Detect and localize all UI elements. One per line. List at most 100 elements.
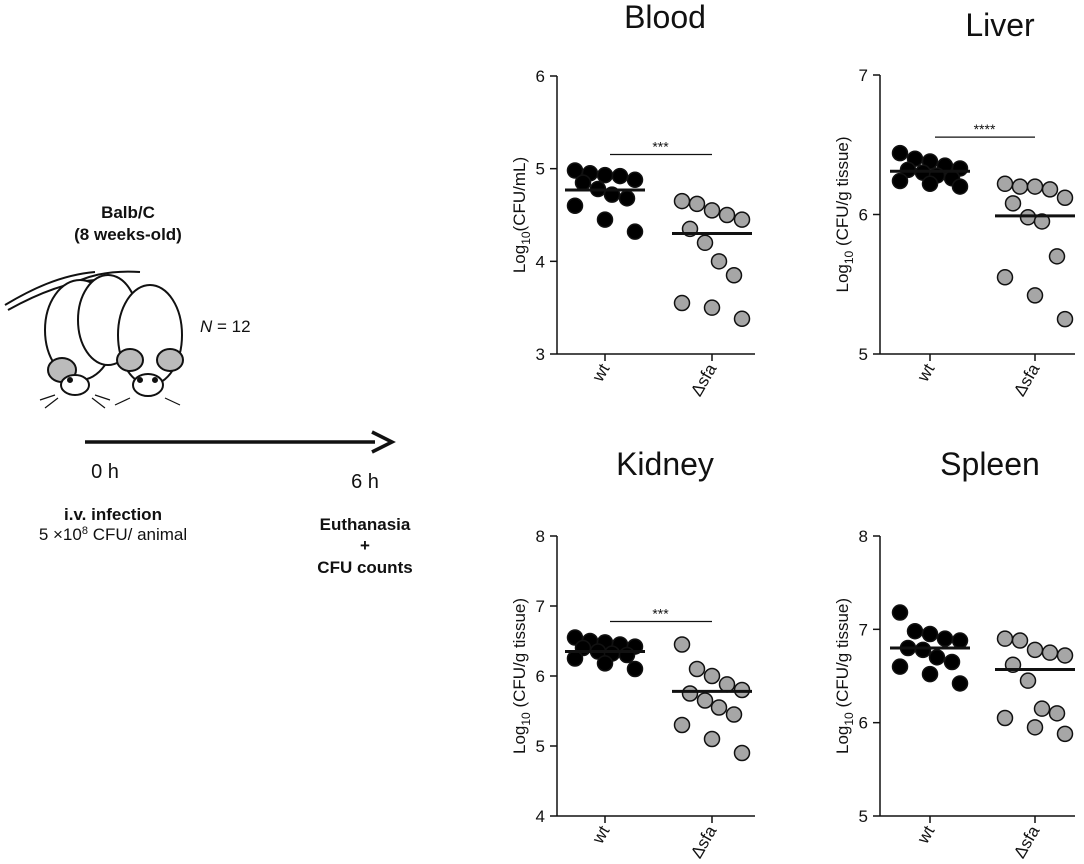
data-point bbox=[703, 299, 721, 316]
chart-panel: Kidney 4 5 6 7 8 Log10 (CFU/g tissue) wt Δsfa *** bbox=[510, 446, 755, 861]
y-label-part: (CFU/g tissue) bbox=[833, 136, 852, 250]
y-tick-label: 6 bbox=[859, 714, 868, 733]
y-label-part: Log bbox=[510, 245, 529, 273]
data-point bbox=[1048, 248, 1066, 265]
mice bbox=[4, 270, 184, 409]
x-tick-label: wt bbox=[588, 360, 614, 385]
data-point bbox=[696, 692, 714, 709]
y-label-part: 10 bbox=[519, 231, 533, 245]
data-point bbox=[1048, 705, 1066, 722]
dose-exponent: 8 bbox=[82, 525, 88, 537]
data-point bbox=[688, 195, 706, 213]
y-tick-label: 5 bbox=[536, 160, 545, 179]
y-label-part: (CFU/g tissue) bbox=[833, 598, 852, 712]
end-step: Euthanasia bbox=[320, 515, 411, 534]
data-point bbox=[566, 197, 584, 214]
significance-label: *** bbox=[652, 139, 669, 155]
y-axis-label: Log10 (CFU/g tissue) bbox=[833, 598, 856, 754]
x-tick-label: wt bbox=[588, 822, 614, 847]
y-axis-label: Log10 (CFU/g tissue) bbox=[510, 598, 533, 754]
data-point bbox=[906, 622, 924, 640]
data-point bbox=[1011, 178, 1029, 195]
data-point bbox=[1019, 672, 1037, 689]
data-point bbox=[596, 166, 614, 184]
data-point bbox=[1056, 189, 1074, 207]
data-point bbox=[891, 658, 909, 675]
data-point bbox=[1026, 178, 1044, 195]
x-tick-label: wt bbox=[913, 360, 939, 385]
y-label-part: (CFU/mL) bbox=[510, 157, 529, 232]
data-point bbox=[891, 144, 909, 162]
data-point bbox=[673, 192, 691, 210]
data-point bbox=[996, 175, 1014, 193]
data-point bbox=[1004, 195, 1022, 212]
y-label-part: (CFU/g tissue) bbox=[510, 598, 529, 712]
data-point bbox=[725, 706, 743, 723]
end-step: CFU counts bbox=[317, 558, 412, 577]
data-point bbox=[673, 636, 691, 653]
chart-title: Spleen bbox=[940, 446, 1040, 482]
data-point bbox=[696, 234, 714, 252]
y-label-part: Log bbox=[833, 726, 852, 754]
dose: 5 ×108 CFU/ animal bbox=[39, 525, 187, 544]
dose-unit: CFU/ animal bbox=[88, 525, 187, 544]
data-point bbox=[1026, 641, 1044, 659]
data-point bbox=[943, 653, 961, 671]
y-axis-label: Log10 (CFU/g tissue) bbox=[833, 136, 856, 292]
chart-panel: Spleen 5 6 7 8 Log10 (CFU/g tissue) wt Δsfa bbox=[833, 446, 1075, 861]
age: (8 weeks-old) bbox=[74, 225, 182, 244]
data-point bbox=[673, 716, 691, 734]
y-axis-label: Log10(CFU/mL) bbox=[510, 157, 533, 273]
data-point bbox=[951, 632, 969, 649]
schematic: Balb/C (8 weeks-old) N = 12 0 h 6 h i.v.… bbox=[4, 203, 413, 577]
y-label-part: 10 bbox=[842, 250, 856, 264]
dose-base: 5 ×10 bbox=[39, 525, 82, 544]
data-point bbox=[703, 667, 721, 685]
infection: i.v. infection bbox=[64, 505, 162, 524]
data-point bbox=[996, 630, 1014, 647]
data-point bbox=[1011, 632, 1029, 649]
data-point bbox=[733, 744, 751, 762]
end-time: 6 h bbox=[351, 471, 379, 493]
end-step: + bbox=[360, 536, 370, 555]
data-point bbox=[1041, 181, 1059, 198]
data-point bbox=[566, 650, 584, 667]
y-label-part: Log bbox=[833, 264, 852, 292]
arrow-head bbox=[371, 430, 396, 454]
data-point bbox=[626, 223, 644, 240]
data-point bbox=[673, 294, 691, 312]
data-point bbox=[1041, 644, 1059, 661]
data-point bbox=[725, 266, 743, 284]
x-tick-label: Δsfa bbox=[687, 360, 721, 399]
data-point bbox=[951, 675, 969, 692]
data-point bbox=[921, 625, 939, 643]
n-value: = 12 bbox=[212, 317, 250, 336]
x-tick-label: Δsfa bbox=[1010, 360, 1044, 399]
x-tick-label: wt bbox=[913, 822, 939, 847]
data-point bbox=[618, 190, 636, 207]
y-tick-label: 7 bbox=[536, 597, 545, 616]
y-label-part: 10 bbox=[842, 712, 856, 726]
data-point bbox=[618, 646, 636, 664]
data-point bbox=[914, 641, 932, 659]
y-tick-label: 5 bbox=[859, 345, 868, 364]
y-tick-label: 4 bbox=[536, 252, 545, 271]
data-point bbox=[733, 310, 751, 328]
data-point bbox=[626, 171, 644, 189]
data-point bbox=[1026, 287, 1044, 304]
y-label-part: Log bbox=[510, 726, 529, 754]
y-tick-label: 7 bbox=[859, 620, 868, 639]
x-tick-label: Δsfa bbox=[687, 822, 721, 861]
data-point bbox=[921, 175, 939, 193]
n-label: N = 12 bbox=[200, 317, 251, 336]
y-tick-label: 4 bbox=[536, 807, 545, 826]
data-point bbox=[996, 709, 1014, 727]
chart-title: Blood bbox=[624, 0, 706, 35]
data-point bbox=[1056, 647, 1074, 664]
start-time: 0 h bbox=[91, 461, 119, 483]
data-point bbox=[1026, 719, 1044, 736]
data-point bbox=[718, 206, 736, 224]
data-point bbox=[1056, 310, 1074, 328]
chart-panel: Liver 5 6 7 Log10 (CFU/g tissue) wt Δsfa **** bbox=[833, 7, 1075, 399]
